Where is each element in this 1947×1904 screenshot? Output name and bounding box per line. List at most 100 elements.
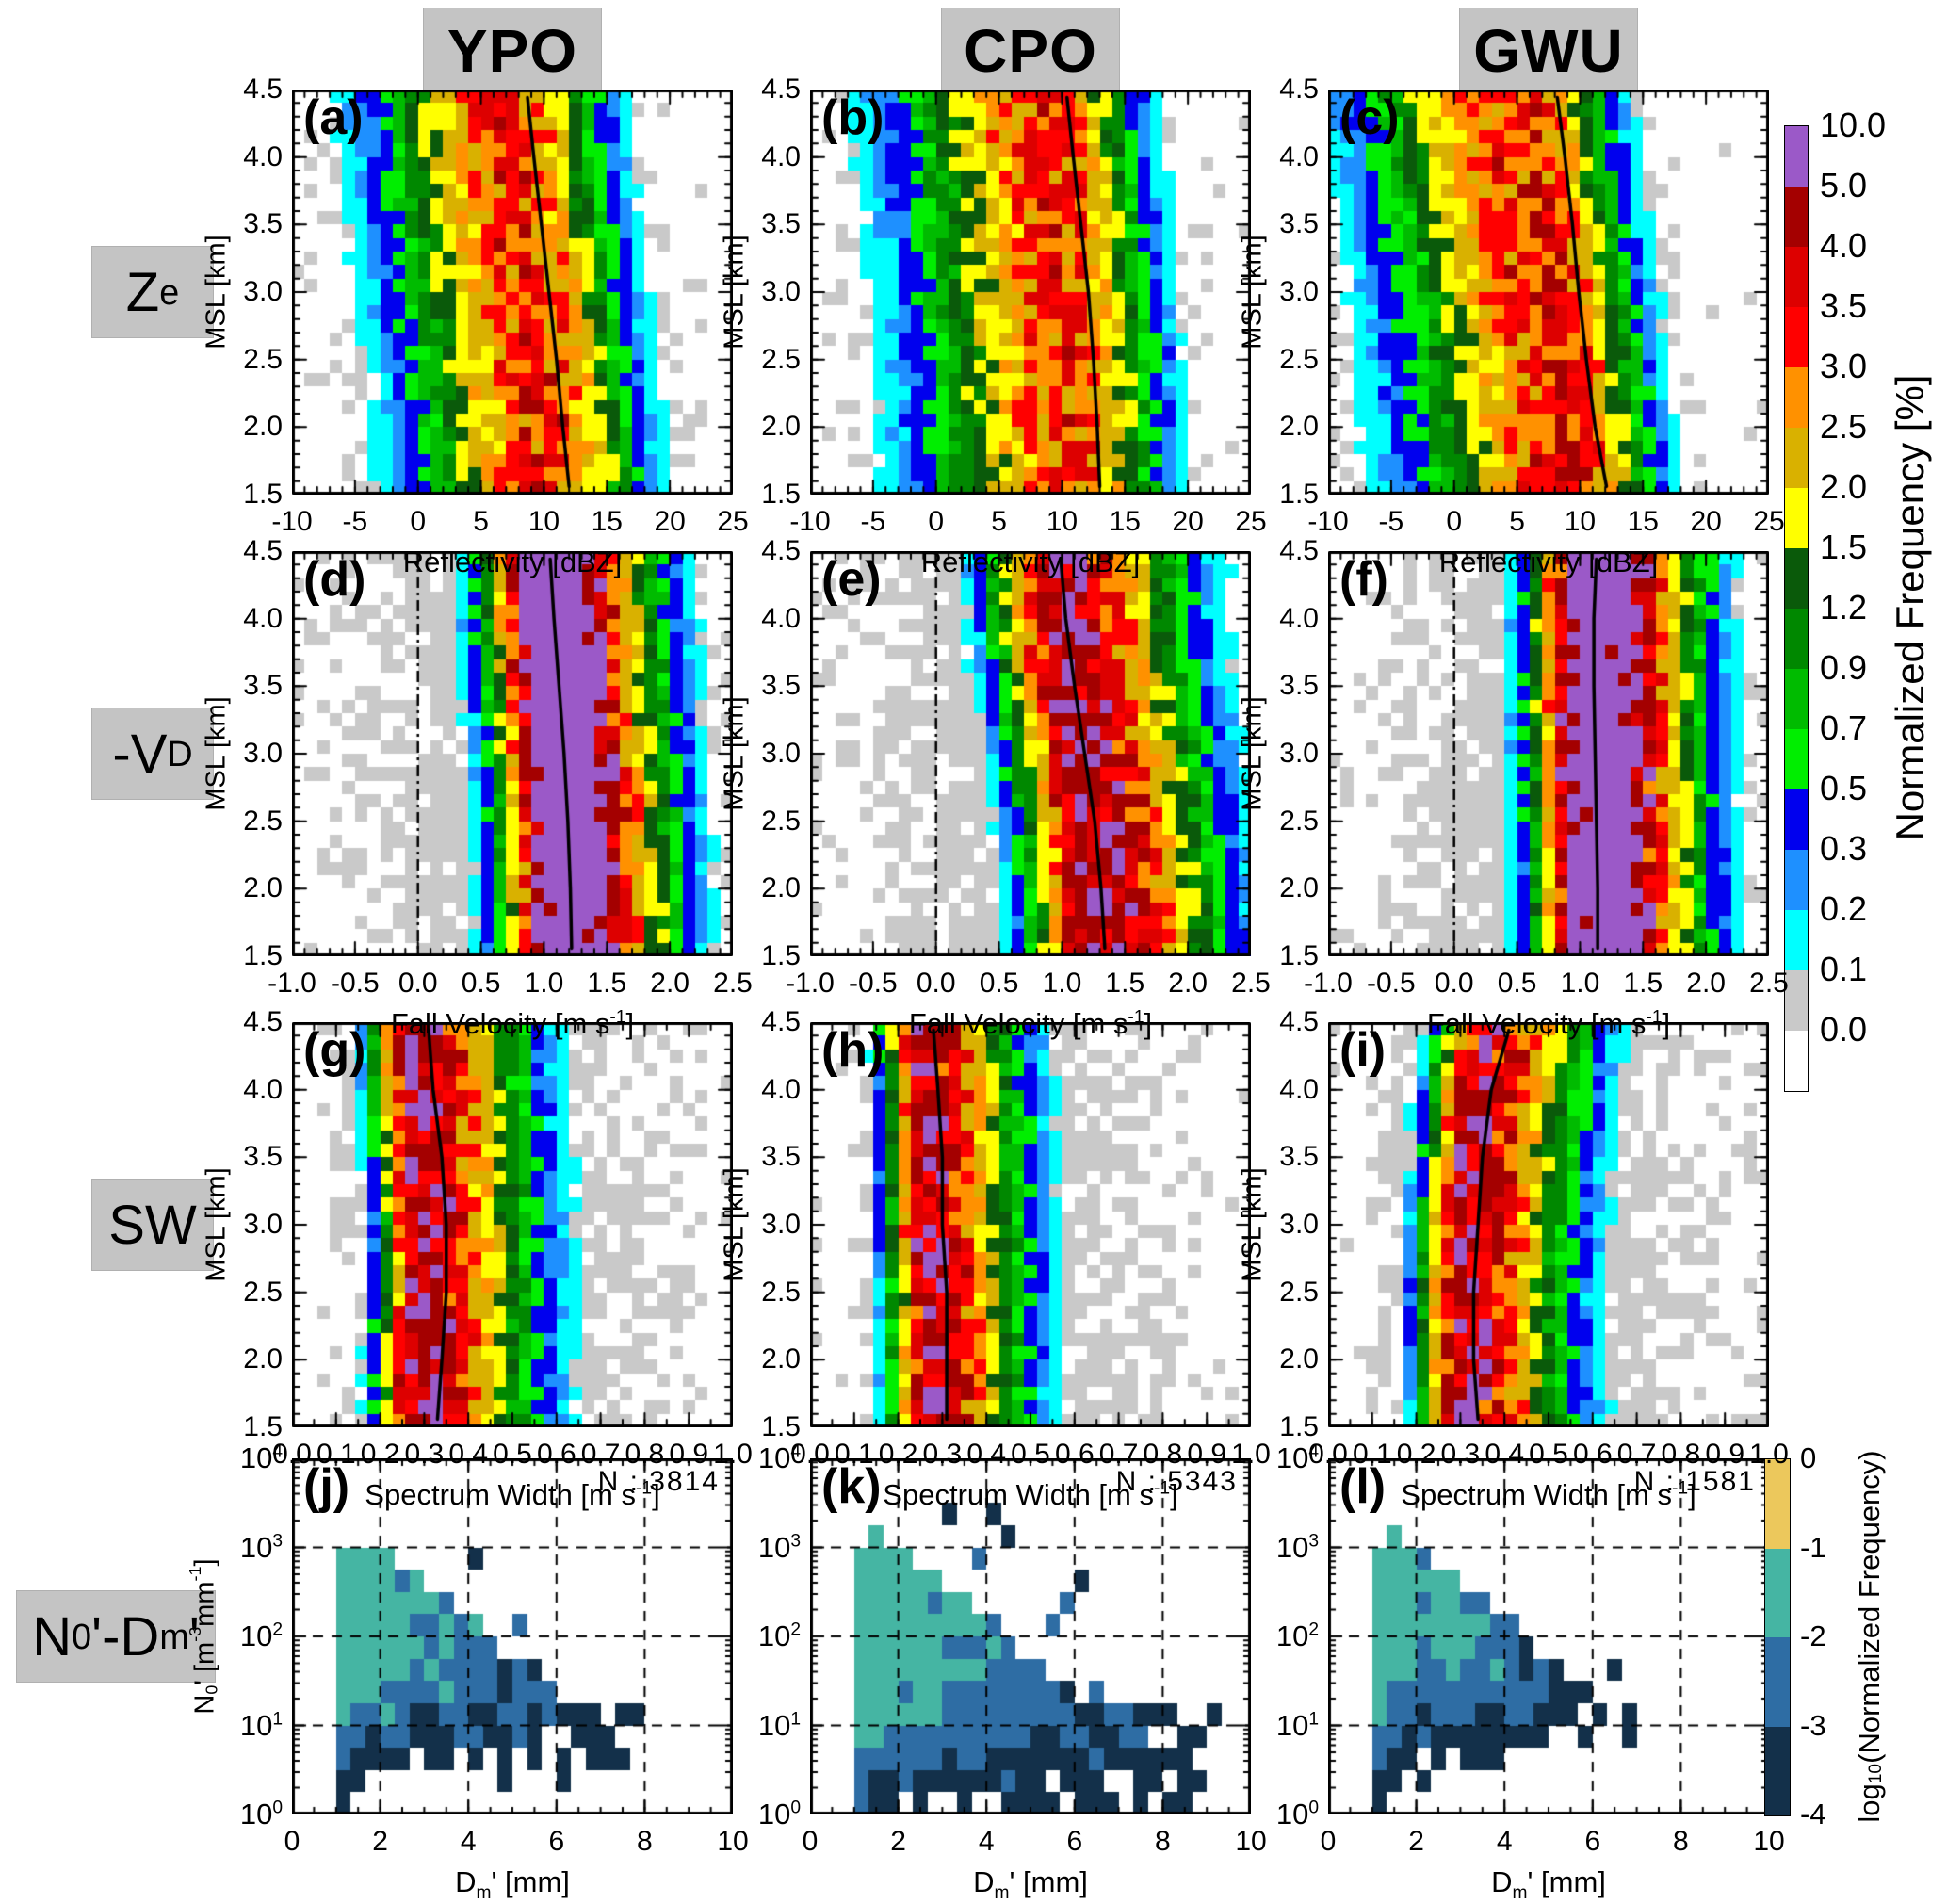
panel-e-vd-cpo: (e): [810, 551, 1251, 956]
y-tick-label: 100: [757, 1798, 801, 1831]
panel-l-n0dm-gwu: (l) N : 1581: [1328, 1458, 1769, 1814]
x-tick-label: 0.9: [1705, 1439, 1745, 1470]
row-label-n0dm: N 0 '-D m ': [16, 1590, 216, 1683]
colorbar-segment: [1785, 850, 1808, 910]
x-tick-label: 15: [1109, 506, 1141, 537]
colorbar-tick-label: 0.0: [1820, 1010, 1868, 1049]
x-tick-label: 6: [548, 1826, 565, 1857]
x-tick-label: 10: [1753, 1826, 1785, 1857]
y-tick-label: 1.5: [761, 1411, 801, 1442]
panel-d-vd-ypo: (d): [292, 551, 733, 956]
y-tick-label: 4.0: [243, 602, 283, 634]
x-tick-label: 2: [890, 1826, 906, 1857]
x-tick-label: 4: [978, 1826, 995, 1857]
colorbar-segment: [1765, 1637, 1790, 1727]
y-axis-title: MSL [km]: [201, 235, 232, 350]
x-tick-label: 0.4: [448, 1439, 489, 1470]
y-tick-label: 4.0: [243, 140, 283, 172]
x-tick-label: 0.0: [272, 1439, 312, 1470]
y-tick-label: 3.0: [1279, 276, 1319, 307]
colorbar-tick-label: 0.2: [1820, 889, 1868, 928]
colorbar-segment: [1785, 548, 1808, 609]
x-axis-title: Spectrum Width [m s-1]: [1401, 1478, 1696, 1511]
x-tick-label: 20: [1690, 506, 1722, 537]
x-tick-label: 5: [1509, 506, 1525, 537]
panel-f-vd-gwu: (f): [1328, 551, 1769, 956]
y-axis-title: MSL [km]: [1237, 1167, 1268, 1282]
y-axis-title: MSL [km]: [201, 696, 232, 811]
colorbar-segment: [1785, 247, 1808, 307]
y-tick-label: 2.0: [761, 872, 801, 904]
colorbar-segment: [1785, 669, 1808, 729]
y-axis-title: MSL [km]: [1237, 696, 1268, 811]
row-label-sw: SW: [91, 1179, 214, 1271]
x-tick-label: 1.0: [1231, 1439, 1271, 1470]
x-tick-label: 0.0: [790, 1439, 830, 1470]
colorbar-tick-label: 5.0: [1820, 166, 1868, 204]
panel-e-letter: (e): [821, 552, 882, 607]
panel-c-heatmap: [1328, 90, 1769, 495]
panel-h-sw-cpo: (h): [810, 1022, 1251, 1427]
y-tick-label: 4.0: [761, 140, 801, 172]
y-tick-label: 2.0: [1279, 411, 1319, 443]
x-tick-label: -1.0: [1304, 968, 1353, 999]
y-tick-label: 2.5: [1279, 805, 1319, 837]
column-header-cpo: CPO: [941, 8, 1120, 94]
y-tick-label: 4.5: [761, 73, 801, 105]
panel-l-heatmap: [1328, 1458, 1769, 1814]
x-tick-label: 15: [1627, 506, 1659, 537]
y-axis-title: MSL [km]: [719, 235, 750, 350]
x-tick-label: 1.0: [524, 968, 564, 999]
y-tick-label: 3.0: [243, 276, 283, 307]
colorbar-tick-label: 0.1: [1820, 950, 1868, 988]
x-tick-label: 0.1: [834, 1439, 874, 1470]
x-tick-label: 2.0: [1168, 968, 1208, 999]
colorbar-normalized-frequency: [1784, 125, 1809, 1092]
x-axis-title: Fall Velocity [m s-1]: [908, 1007, 1153, 1040]
y-tick-label: 3.5: [761, 208, 801, 240]
x-tick-label: 0.4: [966, 1439, 1007, 1470]
y-tick-label: 2.5: [243, 1276, 283, 1308]
colorbar-segment: [1765, 1459, 1790, 1549]
y-tick-label: 3.5: [243, 1141, 283, 1173]
x-tick-label: 0.0: [1308, 1439, 1348, 1470]
y-tick-label: 2.0: [243, 411, 283, 443]
colorbar-tick-label: 3.0: [1820, 347, 1868, 385]
colorbar-segment: [1785, 789, 1808, 850]
y-axis-title: MSL [km]: [719, 1167, 750, 1282]
column-header-gwu: GWU: [1459, 8, 1638, 94]
x-tick-label: 1.0: [1042, 968, 1082, 999]
y-tick-label: 1.5: [1279, 1411, 1319, 1442]
x-tick-label: 6: [1584, 1826, 1601, 1857]
y-tick-label: 3.5: [761, 1141, 801, 1173]
y-tick-label: 2.0: [243, 872, 283, 904]
y-tick-label: 4.0: [761, 1073, 801, 1105]
panel-i-heatmap: [1328, 1022, 1769, 1427]
panel-k-sample-count: N : 5343: [1115, 1466, 1238, 1497]
x-tick-label: 0.1: [1352, 1439, 1392, 1470]
x-tick-label: -1.0: [786, 968, 835, 999]
x-tick-label: 0.5: [979, 968, 1019, 999]
x-tick-label: -1.0: [268, 968, 316, 999]
x-tick-label: 20: [1172, 506, 1204, 537]
x-tick-label: 0.5: [493, 1439, 532, 1470]
x-tick-label: 0.9: [669, 1439, 709, 1470]
y-tick-label: 102: [757, 1619, 801, 1652]
y-tick-label: 3.0: [1279, 1209, 1319, 1240]
x-tick-label: 1.5: [1105, 968, 1145, 999]
x-tick-label: 4: [1496, 1826, 1513, 1857]
colorbar-segment: [1785, 307, 1808, 367]
y-tick-label: 1.5: [243, 940, 283, 971]
panel-g-letter: (g): [303, 1023, 366, 1078]
x-tick-label: 0.6: [1054, 1439, 1095, 1470]
colorbar-segment: [1785, 367, 1808, 428]
colorbar-tick-label: 0.3: [1820, 829, 1868, 868]
panel-b-heatmap: [810, 90, 1251, 495]
y-tick-label: 2.5: [761, 1276, 801, 1308]
panel-g-sw-ypo: (g): [292, 1022, 733, 1427]
y-tick-label: 3.0: [243, 738, 283, 769]
colorbar-tick-label: 1.5: [1820, 528, 1868, 566]
panel-e-heatmap: [810, 551, 1251, 956]
x-axis-title: Dm' [mm]: [973, 1865, 1088, 1904]
x-tick-label: 2.0: [1686, 968, 1726, 999]
